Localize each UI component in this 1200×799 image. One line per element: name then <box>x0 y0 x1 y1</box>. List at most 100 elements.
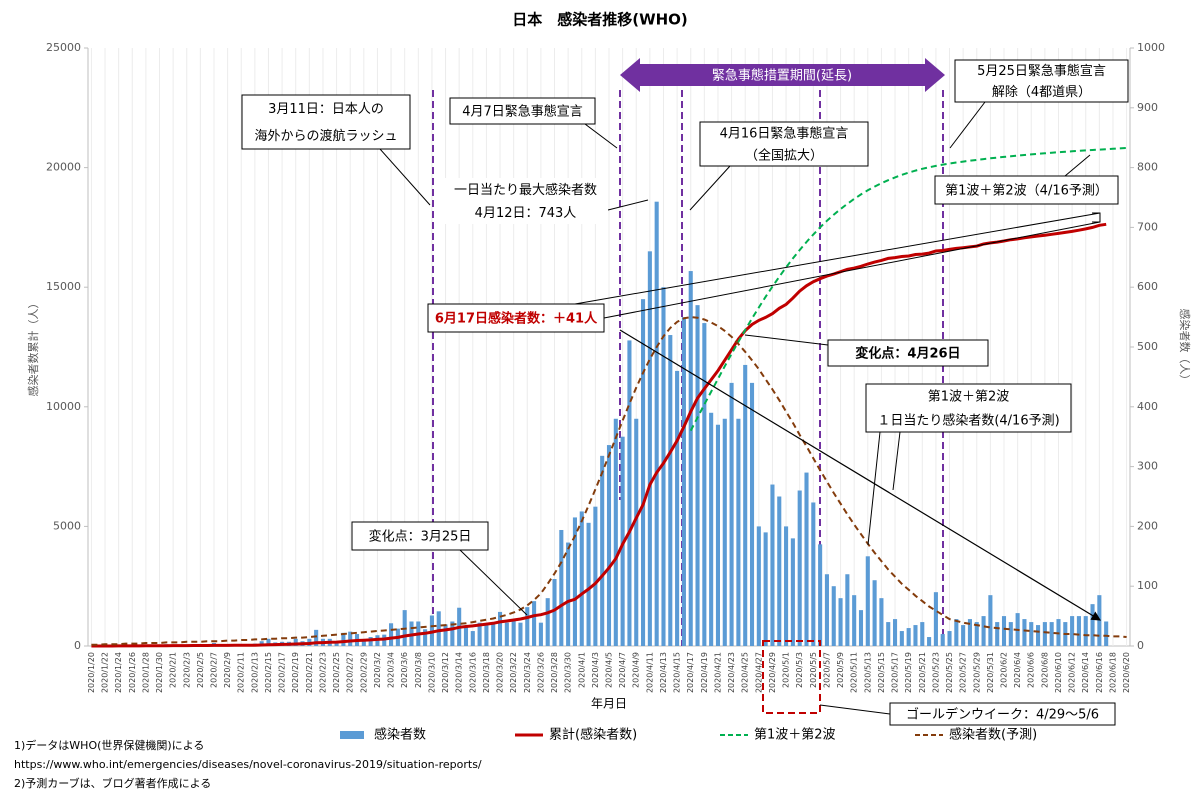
x-tick-label: 2020/5/1 <box>782 652 791 688</box>
bar <box>1076 616 1081 646</box>
x-tick-label: 2020/3/24 <box>523 652 532 693</box>
bar <box>293 638 298 646</box>
bar <box>961 625 966 646</box>
annotation-box <box>443 178 608 224</box>
x-tick-label: 2020/6/4 <box>1013 652 1022 688</box>
x-tick-label: 2020/6/8 <box>1040 652 1049 688</box>
bar <box>477 622 482 646</box>
x-tick-label: 2020/3/30 <box>564 652 573 693</box>
x-tick-label: 2020/3/16 <box>468 652 477 693</box>
bar <box>634 418 639 646</box>
y2-axis-title: 感染者数（人） <box>1178 309 1192 386</box>
bar <box>450 621 455 646</box>
bar <box>518 622 523 646</box>
bar <box>709 412 714 646</box>
bar <box>647 251 652 646</box>
x-tick-label: 2020/3/20 <box>496 652 505 693</box>
bar <box>722 418 727 646</box>
annotation-text: 第1波＋第2波（4/16予測） <box>945 184 1108 199</box>
bar <box>920 622 925 646</box>
y2-tick-label: 400 <box>1137 400 1158 413</box>
bar <box>675 370 680 646</box>
annotation-text: 3月11日：日本人の <box>268 102 384 117</box>
x-tick-label: 2020/2/27 <box>346 652 355 693</box>
footnote: 2)予測カーブは、ブログ著者作成による <box>14 776 211 790</box>
bar <box>967 619 972 646</box>
highlight-box <box>762 640 821 714</box>
y2-tick-label: 300 <box>1137 460 1158 473</box>
legend-label: 感染者数 <box>374 727 426 743</box>
x-tick-label: 2020/3/28 <box>550 652 559 693</box>
x-tick-label: 2020/2/23 <box>318 652 327 693</box>
x-tick-label: 2020/2/1 <box>169 652 178 688</box>
x-tick-label: 2020/6/18 <box>1108 652 1117 693</box>
bar <box>668 335 673 646</box>
bar <box>1036 625 1041 646</box>
x-tick-label: 2020/3/26 <box>536 652 545 693</box>
x-tick-label: 2020/2/13 <box>250 652 259 693</box>
y2-tick-label: 200 <box>1137 519 1158 532</box>
bar <box>627 340 632 646</box>
bar <box>1083 616 1088 646</box>
leader-line <box>819 704 891 715</box>
x-tick-label: 2020/3/4 <box>387 652 396 688</box>
x-tick-label: 2020/5/7 <box>822 652 831 688</box>
x-tick-label: 2020/5/3 <box>795 652 804 688</box>
bar <box>790 538 795 646</box>
leader-line <box>1064 154 1091 177</box>
bar <box>423 629 428 646</box>
x-tick-label: 2020/2/5 <box>196 652 205 688</box>
x-tick-label: 2020/5/13 <box>863 652 872 693</box>
bar <box>852 595 857 646</box>
bar <box>845 574 850 646</box>
bar <box>266 638 271 646</box>
x-tick-label: 2020/1/20 <box>87 652 96 693</box>
bar <box>770 484 775 646</box>
x-tick-label: 2020/1/22 <box>101 652 110 693</box>
x-tick-label: 2020/1/24 <box>114 652 123 693</box>
bar <box>1008 622 1013 646</box>
bar <box>491 624 496 646</box>
y-tick-label: 20000 <box>46 161 81 174</box>
banner-arrow <box>620 58 945 92</box>
x-tick-label: 2020/4/13 <box>659 652 668 693</box>
bar <box>484 624 489 646</box>
bar <box>559 529 564 646</box>
x-tick-label: 2020/4/1 <box>577 652 586 688</box>
x-tick-label: 2020/5/27 <box>959 652 968 693</box>
x-tick-label: 2020/1/26 <box>128 652 137 693</box>
bar <box>743 364 748 646</box>
y2-tick-label: 900 <box>1137 101 1158 114</box>
x-tick-label: 2020/4/23 <box>727 652 736 693</box>
bar <box>865 556 870 646</box>
x-tick-label: 2020/2/3 <box>182 652 191 688</box>
bar <box>879 598 884 646</box>
x-tick-label: 2020/6/16 <box>1095 652 1104 693</box>
leader-line <box>574 212 1101 305</box>
x-tick-label: 2020/3/18 <box>482 652 491 693</box>
y2-tick-label: 700 <box>1137 220 1158 233</box>
bar <box>504 622 509 646</box>
annotation-text: １日当たり感染者数(4/16予測) <box>877 413 1059 429</box>
annotation-text: 4月7日緊急事態宣言 <box>462 104 583 120</box>
bar <box>858 610 864 646</box>
bar <box>886 622 891 646</box>
bar <box>933 592 938 646</box>
annotation-text: ゴールデンウイーク：4/29～5/6 <box>906 707 1099 723</box>
leader-line <box>892 431 901 491</box>
annotation-text: （全国拡大） <box>745 148 823 164</box>
x-tick-label: 2020/5/19 <box>904 652 913 693</box>
x-tick-label: 2020/2/9 <box>223 652 232 688</box>
x-tick-label: 2020/3/10 <box>427 652 436 693</box>
x-tick-label: 2020/6/6 <box>1027 652 1036 688</box>
y2-tick-label: 500 <box>1137 340 1158 353</box>
annotation-box <box>954 59 1129 103</box>
bar <box>736 418 741 646</box>
bar <box>593 506 598 646</box>
x-tick-label: 2020/6/12 <box>1068 652 1077 693</box>
x-tick-label: 2020/4/29 <box>768 652 777 693</box>
bar <box>872 580 877 646</box>
x-tick-label: 2020/5/29 <box>972 652 981 693</box>
x-tick-label: 2020/5/11 <box>850 652 859 693</box>
bar <box>1097 595 1102 646</box>
